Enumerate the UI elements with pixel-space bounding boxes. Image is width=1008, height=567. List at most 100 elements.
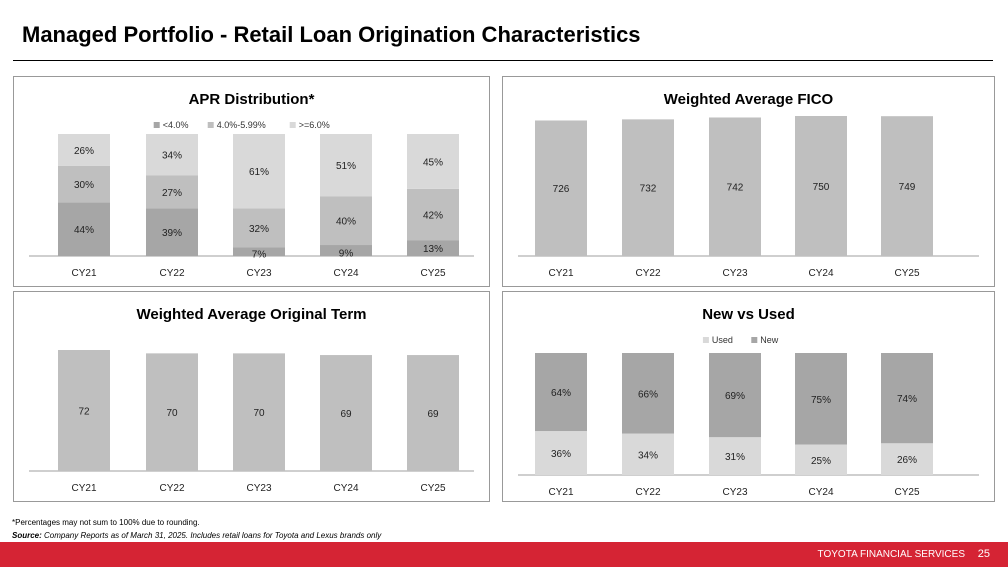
x-tick-label: CY24 xyxy=(808,268,833,279)
x-tick-label: CY21 xyxy=(71,483,96,494)
bar-segment xyxy=(407,355,459,471)
bar-segment xyxy=(881,116,933,256)
bar-segment xyxy=(146,175,198,209)
weighted-average-fico-chart: Weighted Average FICO 726 CY21 732 CY22 742 CY… xyxy=(502,76,995,287)
footer-bar: TOYOTA FINANCIAL SERVICES 25 xyxy=(0,542,1008,567)
bar-segment xyxy=(146,353,198,471)
legend-swatch xyxy=(207,122,214,128)
bar-segment xyxy=(58,350,110,471)
legend-swatch xyxy=(153,122,160,128)
source-text: Company Reports as of March 31, 2025. In… xyxy=(41,531,382,540)
data-label: 25% xyxy=(811,456,831,467)
bar-segment xyxy=(407,134,459,189)
apr-distribution-chart: APR Distribution* <4.0% 4.0%-5.99% >=6.0% 44… xyxy=(13,76,490,287)
bar-segment xyxy=(535,431,587,475)
data-label: 69 xyxy=(340,409,352,420)
data-label: 27% xyxy=(162,188,182,199)
legend-label: <4.0% xyxy=(163,120,189,130)
chart-title: Weighted Average Original Term xyxy=(136,306,366,323)
data-label: 34% xyxy=(162,151,182,162)
data-label: 39% xyxy=(162,228,182,239)
bar-segment xyxy=(58,202,110,256)
chart-svg: Weighted Average Original Term 72 CY21 70 CY… xyxy=(29,306,474,494)
bar-segment xyxy=(58,165,110,203)
x-tick-label: CY22 xyxy=(159,483,184,494)
legend-swatch xyxy=(702,337,709,343)
data-label: 750 xyxy=(813,182,830,193)
data-label: 9% xyxy=(339,249,354,260)
bar-segment xyxy=(407,240,459,256)
x-tick-label: CY25 xyxy=(420,483,445,494)
data-label: 742 xyxy=(727,183,744,194)
data-label: 74% xyxy=(897,394,917,405)
legend-label: New xyxy=(760,335,779,345)
x-tick-label: CY23 xyxy=(246,483,271,494)
source-note: Source: Company Reports as of March 31, … xyxy=(12,531,381,540)
data-label: 26% xyxy=(74,146,94,157)
bar-segment xyxy=(233,208,285,248)
source-label: Source: xyxy=(12,531,42,540)
data-label: 749 xyxy=(899,182,916,193)
data-label: 13% xyxy=(423,244,443,255)
x-tick-label: CY23 xyxy=(246,268,271,279)
bar-segment xyxy=(407,188,459,241)
data-label: 40% xyxy=(336,217,356,228)
data-label: 36% xyxy=(551,449,571,460)
data-label: 732 xyxy=(640,184,657,195)
footnote: *Percentages may not sum to 100% due to … xyxy=(12,518,200,527)
bar-segment xyxy=(795,116,847,256)
bar-segment xyxy=(795,444,847,475)
bar-segment xyxy=(709,353,761,438)
data-label: 45% xyxy=(423,157,443,168)
x-tick-label: CY25 xyxy=(894,487,919,498)
bar-segment xyxy=(709,437,761,475)
legend-swatch xyxy=(289,122,296,128)
legend-label: Used xyxy=(712,335,733,345)
data-label: 7% xyxy=(252,250,267,261)
x-tick-label: CY24 xyxy=(808,487,833,498)
bar-segment xyxy=(320,134,372,197)
bar-segment xyxy=(58,134,110,166)
data-label: 26% xyxy=(897,455,917,466)
data-label: 34% xyxy=(638,450,658,461)
data-label: 32% xyxy=(249,224,269,235)
data-label: 70 xyxy=(253,408,265,419)
bar-segment xyxy=(146,208,198,256)
bar-segment xyxy=(535,120,587,256)
legend-swatch xyxy=(751,337,758,343)
x-tick-label: CY25 xyxy=(894,268,919,279)
x-tick-label: CY22 xyxy=(635,487,660,498)
data-label: 72 xyxy=(78,407,90,418)
bar-segment xyxy=(622,353,674,434)
chart-svg: New vs Used Used New 36% 64% CY21 34% 66% CY22 31… xyxy=(518,306,979,498)
chart-title: APR Distribution* xyxy=(189,91,315,108)
bar-segment xyxy=(795,353,847,445)
page-title: Managed Portfolio - Retail Loan Originat… xyxy=(22,22,641,47)
x-tick-label: CY24 xyxy=(333,483,358,494)
bar-segment xyxy=(709,117,761,256)
data-label: 61% xyxy=(249,167,269,178)
x-tick-label: CY25 xyxy=(420,268,445,279)
chart-title: New vs Used xyxy=(702,306,795,323)
data-label: 69 xyxy=(427,409,439,420)
data-label: 69% xyxy=(725,391,745,402)
data-label: 726 xyxy=(553,184,570,195)
data-label: 42% xyxy=(423,211,443,222)
legend-label: >=6.0% xyxy=(299,120,330,130)
footer-brand: TOYOTA FINANCIAL SERVICES xyxy=(817,549,965,560)
data-label: 30% xyxy=(74,180,94,191)
data-label: 44% xyxy=(74,225,94,236)
weighted-average-term-chart: Weighted Average Original Term 72 CY21 70 CY… xyxy=(13,291,490,502)
bar-segment xyxy=(622,119,674,256)
x-tick-label: CY21 xyxy=(71,268,96,279)
title-divider xyxy=(13,60,993,61)
chart-title: Weighted Average FICO xyxy=(664,91,834,108)
bar-segment xyxy=(233,134,285,209)
bar-segment xyxy=(535,353,587,432)
bar-segment xyxy=(320,355,372,471)
data-label: 64% xyxy=(551,388,571,399)
data-label: 70 xyxy=(166,408,178,419)
bar-segment xyxy=(320,196,372,246)
x-tick-label: CY21 xyxy=(548,487,573,498)
data-label: 66% xyxy=(638,389,658,400)
